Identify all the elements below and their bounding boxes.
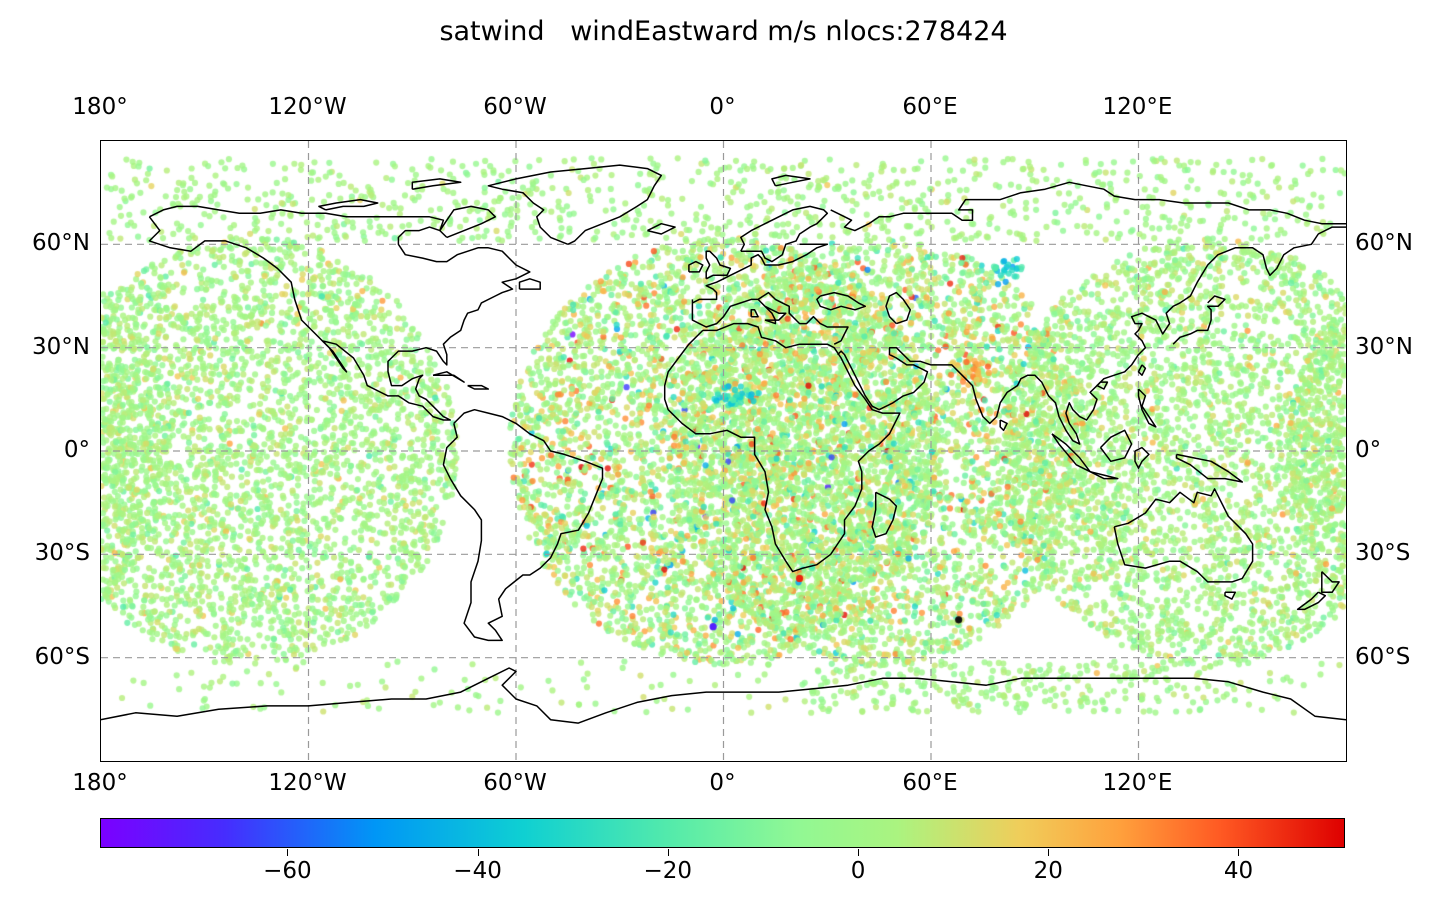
coastline <box>1175 453 1244 483</box>
coastline <box>837 226 1346 445</box>
colorbar-tick-mark <box>858 849 860 856</box>
coastline <box>750 309 759 318</box>
lon-tick-label-top: 60°E <box>902 94 958 120</box>
lon-tick-label-top: 180° <box>72 94 128 120</box>
lon-tick-label-bottom: 60°W <box>483 770 547 796</box>
coastline <box>1224 591 1237 600</box>
map-plot-area <box>100 140 1347 762</box>
colorbar-tick-label: −40 <box>453 858 502 884</box>
coastline <box>1137 388 1157 428</box>
colorbar-gradient <box>101 819 1344 847</box>
colorbar <box>100 818 1345 848</box>
coastline <box>318 198 379 211</box>
lon-tick-label-top: 120°E <box>1102 94 1173 120</box>
lon-tick-label-bottom: 60°E <box>902 770 958 796</box>
coastline <box>101 667 1346 724</box>
coastline <box>487 164 663 245</box>
colorbar-tick-label: 0 <box>850 858 866 884</box>
coastline <box>1113 488 1254 583</box>
colorbar-tick-label: 20 <box>1033 858 1063 884</box>
coastline <box>740 205 829 263</box>
coastline <box>871 491 898 538</box>
coastline <box>764 319 777 325</box>
coastline <box>757 298 787 321</box>
lon-tick-label-bottom: 180° <box>72 770 128 796</box>
coastline <box>830 181 1346 232</box>
coastline <box>1051 433 1091 473</box>
coastline <box>771 174 811 187</box>
coastline <box>518 278 541 290</box>
lat-tick-label-right: 30°S <box>1355 540 1411 567</box>
coastline <box>442 408 604 642</box>
lon-tick-label-top: 60°W <box>483 94 547 120</box>
coastline <box>885 291 912 325</box>
lat-tick-label-left: 30°N <box>32 333 90 360</box>
coastline <box>1089 470 1119 480</box>
lon-tick-label-top: 0° <box>709 94 736 120</box>
colorbar-tick-mark <box>1238 849 1240 856</box>
lat-tick-label-left: 60°N <box>32 230 90 257</box>
colorbar-tick-label: 40 <box>1223 858 1254 884</box>
coastline <box>692 243 829 304</box>
coastline <box>1096 381 1109 390</box>
colorbar-tick-label: −60 <box>263 858 312 884</box>
lat-tick-label-left: 30°S <box>34 540 90 567</box>
colorbar-tick-mark <box>287 849 289 856</box>
lat-tick-label-right: 60°S <box>1355 643 1411 670</box>
coastline <box>1134 446 1150 469</box>
coastline <box>467 384 490 390</box>
coastline <box>148 205 531 421</box>
colorbar-tick-label: −20 <box>643 858 693 884</box>
coastline <box>691 291 849 345</box>
coastline <box>705 250 732 280</box>
coastline <box>1321 571 1340 593</box>
lon-tick-label-bottom: 120°E <box>1102 770 1173 796</box>
colorbar-tick-mark <box>667 849 669 856</box>
coastline <box>688 260 704 273</box>
coastline <box>647 222 676 235</box>
lat-tick-label-right: 30°N <box>1355 333 1413 360</box>
coastline <box>999 419 1008 432</box>
lon-tick-label-bottom: 0° <box>709 770 736 796</box>
colorbar-tick-mark <box>477 849 479 856</box>
coastline <box>1099 429 1133 463</box>
lat-tick-label-right: 60°N <box>1355 230 1413 257</box>
lat-tick-label-left: 60°S <box>34 643 90 670</box>
lon-tick-label-bottom: 120°W <box>268 770 347 796</box>
coastline <box>439 205 497 239</box>
coastline <box>816 291 867 311</box>
coastline <box>1172 295 1226 345</box>
lat-tick-label-left: 0° <box>63 437 90 463</box>
coastline <box>1137 364 1147 376</box>
coastline <box>432 371 465 383</box>
plot-title: satwind windEastward m/s nlocs:278424 <box>439 16 1008 47</box>
lon-tick-label-top: 120°W <box>268 94 347 120</box>
coastlines-gridlines-overlay <box>101 141 1346 761</box>
coastline <box>1296 591 1327 611</box>
lat-tick-label-right: 0° <box>1355 437 1382 463</box>
colorbar-tick-mark <box>1048 849 1050 856</box>
coastline <box>411 178 462 190</box>
coastline <box>663 322 901 573</box>
